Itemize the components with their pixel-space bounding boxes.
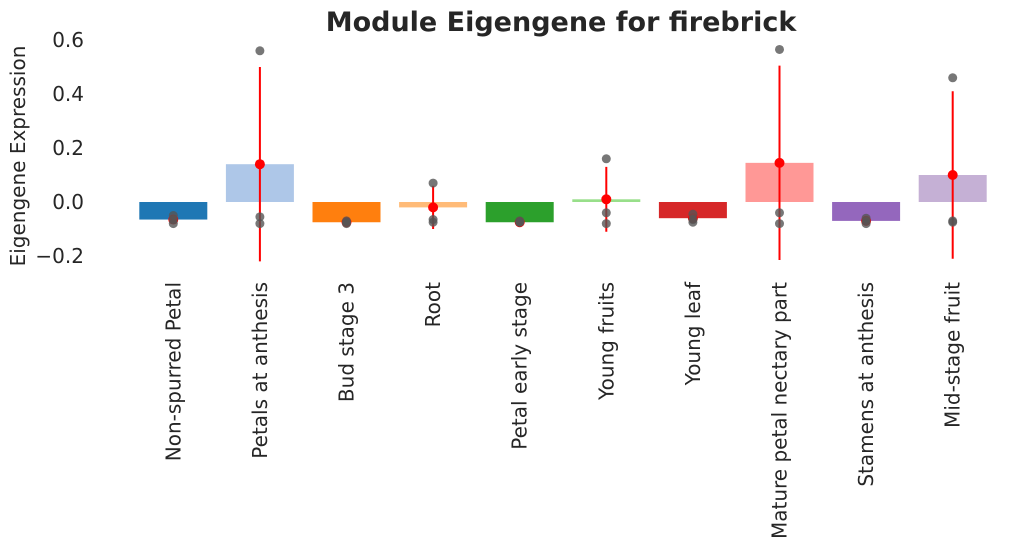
data-point	[688, 217, 698, 227]
bar	[485, 202, 554, 223]
data-point	[948, 217, 958, 227]
mean-marker	[947, 170, 958, 180]
y-tick-label: −0.2	[35, 244, 84, 268]
mean-marker	[428, 202, 439, 213]
bar	[312, 202, 381, 223]
x-tick-label: Young fruits	[594, 282, 618, 401]
y-tick-label: 0.0	[52, 190, 84, 214]
error-bars-layer	[168, 65, 958, 262]
y-tick-label: 0.6	[52, 28, 84, 52]
y-axis-ticks: −0.2 0.0 0.2 0.4 0.6	[35, 28, 84, 268]
y-tick-label: 0.2	[52, 136, 84, 160]
data-point	[601, 154, 611, 164]
data-point	[255, 219, 265, 229]
x-tick-label: Mid-stage fruit	[941, 282, 965, 428]
mean-marker	[601, 194, 612, 205]
chart-title: Module Eigengene for firebrick	[326, 7, 798, 38]
x-tick-label: Non-spurred Petal	[161, 282, 185, 461]
data-point	[342, 219, 351, 229]
x-tick-label: Petal early stage	[508, 282, 532, 450]
x-tick-label: Mature petal nectary part	[768, 282, 792, 539]
y-axis-label: Eigengene Expression	[6, 46, 30, 267]
y-tick-label: 0.4	[52, 82, 84, 106]
x-tick-label: Petals at anthesis	[248, 282, 272, 459]
mean-marker	[254, 159, 265, 170]
data-point	[428, 217, 438, 227]
data-point	[255, 212, 265, 222]
x-tick-label: Young leaf	[681, 281, 705, 386]
data-point	[948, 73, 958, 83]
data-point	[861, 219, 871, 229]
x-tick-label: Stamens at anthesis	[854, 282, 878, 487]
x-tick-label: Bud stage 3	[335, 282, 359, 402]
data-point	[428, 178, 438, 188]
data-point	[601, 219, 611, 229]
data-point	[515, 217, 525, 227]
mean-marker	[774, 157, 785, 168]
data-point	[168, 219, 178, 229]
data-point	[255, 46, 265, 56]
points-layer	[168, 44, 958, 229]
data-point	[775, 44, 784, 54]
bars-layer	[139, 162, 987, 223]
data-point	[775, 208, 784, 218]
data-point	[775, 219, 784, 229]
data-point	[601, 208, 611, 218]
bar	[832, 202, 901, 221]
bar	[139, 202, 208, 220]
x-axis-ticks: Non-spurred Petal Petals at anthesis Bud s…	[161, 281, 964, 539]
x-tick-label: Root	[421, 282, 445, 327]
